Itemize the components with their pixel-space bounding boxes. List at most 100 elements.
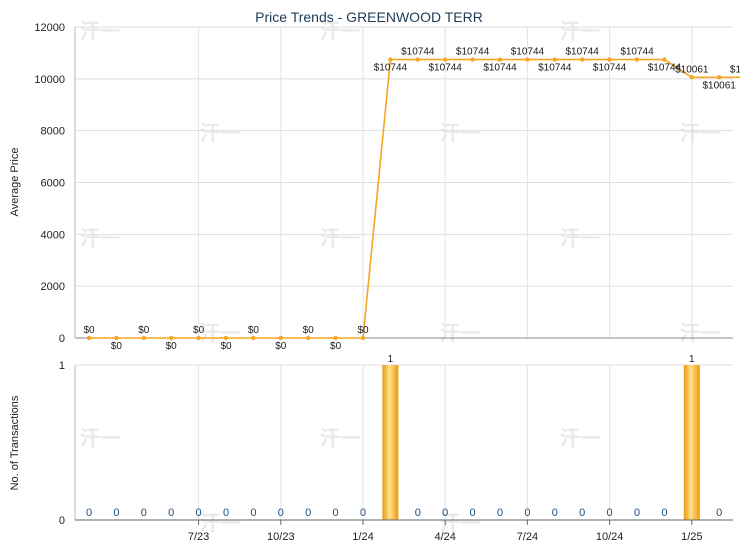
transaction-count-label: 0 — [333, 507, 339, 519]
price-point — [223, 335, 229, 341]
price-point — [580, 57, 585, 62]
price-point — [470, 57, 475, 62]
price-series: $0 $0 $0 $0 $0 $0 $0 $0 $0 $0 $0 $10744 $10744 $10744… — [83, 47, 740, 352]
transaction-bar — [683, 365, 700, 520]
transaction-count-label: 0 — [524, 507, 530, 519]
price-point — [415, 57, 420, 62]
price-data-label: $10744 — [456, 47, 490, 58]
transaction-count-label: 0 — [470, 507, 476, 519]
transactions-y-axis-label: No. of Transactions — [9, 395, 21, 490]
price-point — [278, 335, 283, 341]
transaction-count-label: 0 — [552, 507, 558, 519]
price-point — [689, 75, 694, 80]
price-data-label: $10744 — [483, 63, 517, 74]
price-point — [333, 335, 338, 341]
transaction-count-label: 1 — [689, 354, 695, 365]
transaction-count-label: 0 — [113, 507, 119, 519]
transaction-count-label: 0 — [607, 507, 613, 519]
watermark-text: 汗一 — [320, 227, 360, 250]
watermark-text: 汗一 — [320, 20, 360, 43]
price-data-label: $10744 — [511, 47, 545, 58]
watermark-text: 汗一 — [560, 20, 600, 43]
price-point — [114, 335, 119, 341]
transactions-series: 00000000000100000000001000 — [86, 354, 722, 520]
transactions-grid — [75, 364, 733, 521]
x-tick-label: 10/24 — [596, 531, 624, 543]
price-point — [634, 57, 640, 62]
price-data-label: $10061 — [675, 64, 709, 75]
price-data-label: $0 — [248, 325, 260, 336]
price-point — [360, 335, 366, 341]
watermark-text: 汗一 — [440, 322, 480, 345]
price-y-tick: 4000 — [41, 229, 65, 241]
watermark-text: 汗一 — [440, 122, 480, 145]
watermark-text: 汗一 — [680, 122, 720, 145]
price-data-label: $0 — [166, 341, 178, 352]
transactions-y-tick: 0 — [59, 515, 65, 527]
watermark-text: 汗一 — [80, 20, 120, 43]
transactions-y-axis: 01 — [59, 360, 76, 527]
price-point — [717, 75, 722, 80]
price-data-label: $0 — [83, 325, 95, 336]
watermark-text: 汗一 — [200, 122, 240, 145]
transaction-count-label: 0 — [141, 507, 147, 519]
price-point — [662, 57, 667, 62]
x-tick-label: 1/25 — [681, 531, 702, 543]
price-data-label: $0 — [275, 341, 287, 352]
watermark-text: 汗一 — [200, 322, 240, 345]
price-y-tick: 8000 — [41, 126, 65, 138]
transaction-count-label: 0 — [360, 507, 366, 519]
price-data-label: $0 — [220, 341, 232, 352]
price-data-label: $0 — [193, 325, 205, 336]
watermark-text: 汗一 — [440, 512, 480, 535]
price-point — [141, 335, 146, 341]
transaction-count-label: 0 — [305, 507, 311, 519]
transaction-count-label: 0 — [442, 507, 448, 519]
price-point — [169, 335, 174, 341]
transaction-count-label: 0 — [579, 507, 585, 519]
x-tick-label: 10/23 — [267, 531, 295, 543]
price-data-label: $10061 — [703, 80, 737, 91]
price-point — [497, 57, 503, 62]
price-point — [388, 57, 393, 62]
price-line — [89, 58, 740, 339]
x-tick-label: 7/23 — [188, 531, 209, 543]
transaction-count-label: 0 — [716, 507, 722, 519]
price-data-label: $10744 — [401, 47, 435, 58]
x-tick-label: 4/24 — [434, 531, 455, 543]
transaction-count-label: 1 — [388, 354, 394, 365]
transaction-bar — [382, 365, 399, 520]
transaction-count-label: 0 — [223, 507, 229, 519]
price-data-label: $10744 — [538, 63, 572, 74]
transaction-count-label: 0 — [497, 507, 503, 519]
price-data-label: $0 — [330, 341, 342, 352]
price-point — [443, 57, 448, 62]
price-point — [196, 335, 201, 341]
price-y-tick: 6000 — [41, 178, 65, 190]
price-point — [251, 335, 256, 341]
price-y-axis-label: Average Price — [9, 148, 21, 217]
price-y-tick: 10000 — [34, 74, 65, 86]
price-data-label: $0 — [357, 325, 369, 336]
transactions-y-tick: 1 — [59, 360, 65, 372]
transaction-count-label: 0 — [278, 507, 284, 519]
transaction-count-label: 0 — [196, 507, 202, 519]
price-data-label: $10744 — [566, 47, 600, 58]
price-point — [607, 57, 612, 62]
transaction-count-label: 0 — [415, 507, 421, 519]
price-data-label: $10744 — [374, 63, 408, 74]
watermark-text: 汗一 — [80, 427, 120, 450]
watermark-text: 汗一 — [320, 427, 360, 450]
price-y-tick: 0 — [59, 333, 65, 345]
watermark-text: 汗一 — [200, 512, 240, 535]
price-data-label: $0 — [138, 325, 150, 336]
price-point — [86, 335, 92, 341]
watermark-text: 汗一 — [560, 227, 600, 250]
transaction-count-label: 0 — [634, 507, 640, 519]
price-y-tick: 12000 — [34, 22, 65, 34]
transaction-count-label: 0 — [661, 507, 667, 519]
price-data-label: $0 — [303, 325, 315, 336]
